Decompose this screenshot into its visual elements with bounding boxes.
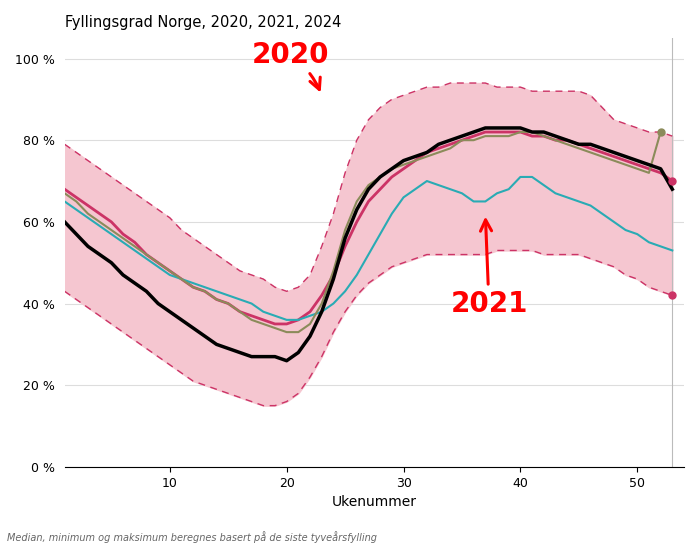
Text: 2020: 2020 xyxy=(252,40,329,90)
X-axis label: Ukenummer: Ukenummer xyxy=(332,495,417,509)
Text: Median, minimum og maksimum beregnes basert på de siste tyveårsfylling: Median, minimum og maksimum beregnes bas… xyxy=(7,531,377,543)
Text: 2021: 2021 xyxy=(450,220,528,318)
Text: Fyllingsgrad Norge, 2020, 2021, 2024: Fyllingsgrad Norge, 2020, 2021, 2024 xyxy=(64,15,341,30)
